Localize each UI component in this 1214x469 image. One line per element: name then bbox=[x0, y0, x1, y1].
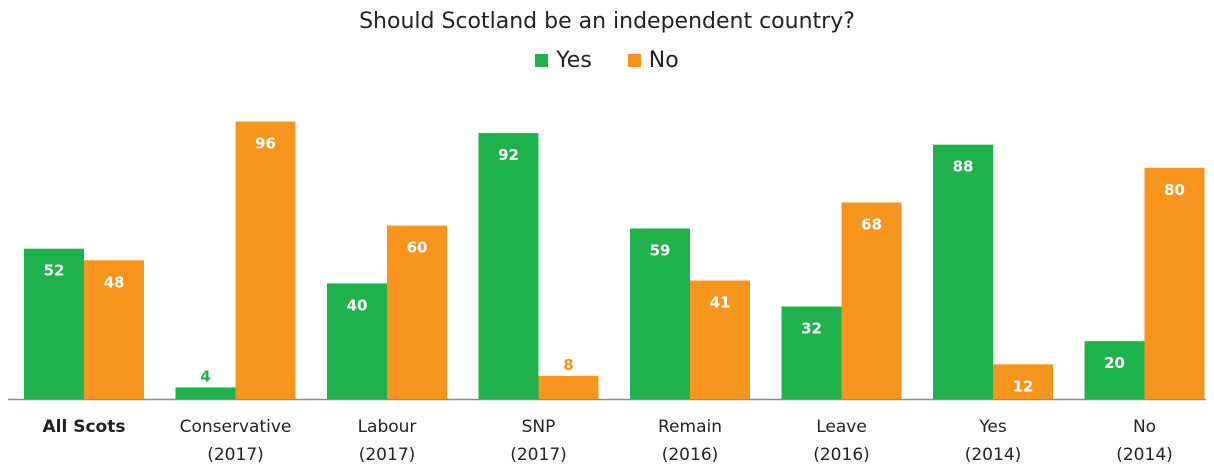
legend-item-yes: Yes bbox=[535, 48, 592, 73]
bar-yes-all-scots bbox=[24, 248, 84, 399]
data-label-no-conservative-2017: 96 bbox=[255, 135, 276, 153]
x-tick-label-remain-2016: Remain bbox=[658, 417, 722, 437]
bar-yes-labour-2017 bbox=[327, 283, 387, 399]
data-label-no-yes-2014: 12 bbox=[1013, 377, 1034, 395]
bar-yes-snp-2017 bbox=[478, 133, 539, 399]
x-tick-label-labour-2017: Labour bbox=[358, 417, 417, 437]
data-label-yes-conservative-2017: 4 bbox=[200, 367, 210, 385]
x-tick-label-conservative-2017-line2: (2017) bbox=[207, 445, 264, 465]
data-label-yes-yes-2014: 88 bbox=[953, 158, 974, 176]
data-label-yes-remain-2016: 59 bbox=[650, 241, 671, 259]
bar-no-remain-2016 bbox=[690, 280, 750, 399]
data-label-yes-all-scots: 52 bbox=[44, 262, 65, 280]
x-tick-label-remain-2016-line2: (2016) bbox=[662, 445, 719, 465]
bar-no-labour-2017 bbox=[387, 225, 447, 399]
data-label-no-no-2014: 80 bbox=[1164, 181, 1185, 199]
data-label-yes-no-2014: 20 bbox=[1104, 354, 1125, 372]
data-label-yes-leave-2016: 32 bbox=[801, 320, 822, 338]
data-label-yes-snp-2017: 92 bbox=[498, 146, 519, 164]
x-tick-label-yes-2014: Yes bbox=[978, 417, 1007, 437]
x-tick-label-leave-2016-line2: (2016) bbox=[813, 445, 870, 465]
x-tick-label-labour-2017-line2: (2017) bbox=[359, 445, 416, 465]
x-tick-label-yes-2014-line2: (2014) bbox=[965, 445, 1022, 465]
bar-yes-no-2014 bbox=[1084, 341, 1145, 399]
bar-no-all-scots bbox=[84, 260, 144, 399]
legend-label-no: No bbox=[648, 48, 679, 73]
data-label-yes-labour-2017: 40 bbox=[347, 296, 368, 314]
x-tick-label-no-2014: No bbox=[1133, 417, 1156, 437]
chart-title: Should Scotland be an independent countr… bbox=[359, 9, 855, 34]
bar-no-conservative-2017 bbox=[235, 121, 296, 399]
data-label-no-all-scots: 48 bbox=[104, 273, 125, 291]
x-tick-label-no-2014-line2: (2014) bbox=[1116, 445, 1173, 465]
bar-no-yes-2014 bbox=[993, 364, 1053, 399]
data-label-no-labour-2017: 60 bbox=[407, 239, 428, 257]
bar-no-no-2014 bbox=[1144, 167, 1205, 399]
bar-yes-conservative-2017 bbox=[175, 387, 236, 399]
x-tick-label-conservative-2017: Conservative bbox=[180, 417, 292, 437]
bar-yes-yes-2014 bbox=[933, 144, 993, 399]
bar-no-leave-2016 bbox=[841, 202, 902, 399]
data-label-no-remain-2016: 41 bbox=[710, 294, 731, 312]
legend: Yes No bbox=[0, 48, 1214, 73]
x-tick-label-snp-2017: SNP bbox=[522, 417, 556, 437]
legend-label-yes: Yes bbox=[556, 48, 592, 73]
legend-swatch-no bbox=[627, 54, 641, 67]
data-label-no-leave-2016: 68 bbox=[861, 215, 882, 233]
x-tick-label-all-scots: All Scots bbox=[43, 417, 126, 437]
x-tick-label-snp-2017-line2: (2017) bbox=[510, 445, 567, 465]
legend-item-no: No bbox=[627, 48, 679, 73]
bar-no-snp-2017 bbox=[538, 375, 599, 399]
bar-yes-remain-2016 bbox=[630, 228, 690, 399]
data-label-no-snp-2017: 8 bbox=[563, 356, 573, 374]
legend-swatch-yes bbox=[535, 54, 549, 67]
x-tick-label-leave-2016: Leave bbox=[816, 417, 867, 437]
bar-yes-leave-2016 bbox=[781, 306, 842, 399]
